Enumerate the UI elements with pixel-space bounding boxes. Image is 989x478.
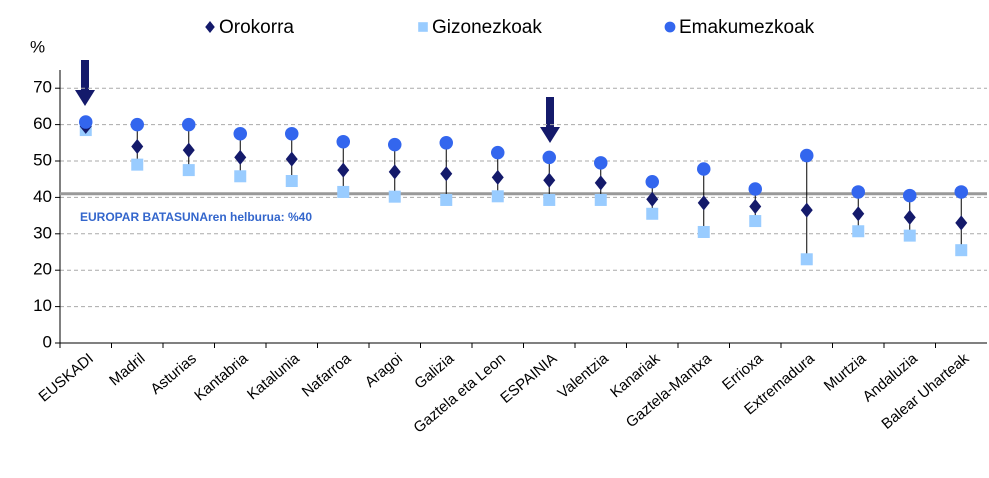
point — [543, 172, 556, 188]
x-tick-label: Valentzia — [555, 350, 613, 402]
point — [955, 215, 968, 231]
point — [337, 185, 350, 198]
point — [182, 142, 195, 158]
y-axis-label: % — [30, 37, 45, 56]
point — [954, 185, 968, 199]
point — [748, 182, 762, 196]
y-tick-label: 60 — [33, 114, 52, 133]
point — [440, 166, 453, 182]
point — [234, 170, 247, 183]
point — [130, 117, 144, 132]
y-tick-label: 0 — [43, 332, 52, 351]
y-tick-label: 40 — [33, 187, 52, 206]
point — [234, 149, 247, 165]
point — [233, 126, 247, 141]
point — [955, 244, 968, 257]
point — [285, 126, 299, 141]
legend-marker — [418, 22, 428, 32]
target-label: EUROPAR BATASUNAren helburua: %40 — [80, 210, 312, 224]
point — [749, 199, 762, 214]
point — [388, 164, 401, 180]
point — [285, 151, 298, 167]
point — [800, 202, 813, 218]
point — [697, 195, 710, 211]
point — [439, 136, 453, 150]
point — [594, 156, 608, 170]
point — [851, 185, 865, 199]
x-tick-label: Gaztela eta Leon — [410, 350, 508, 436]
legend-item: Orokorra — [205, 17, 294, 38]
point — [337, 162, 350, 178]
point — [491, 169, 504, 185]
y-tick-label: 20 — [33, 260, 52, 279]
point — [903, 229, 916, 242]
y-tick-label: 70 — [33, 78, 52, 97]
point — [131, 158, 144, 171]
point — [336, 134, 350, 149]
x-tick-label: Balear Uharteak — [878, 350, 972, 433]
legend-label: Emakumezkoak — [679, 17, 815, 38]
point — [800, 253, 813, 266]
y-tick-label: 30 — [33, 223, 52, 242]
legend-item: Gizonezkoak — [418, 17, 542, 38]
point — [491, 190, 504, 203]
point — [903, 209, 916, 225]
point — [646, 207, 659, 220]
point — [182, 117, 196, 132]
x-tick-label: Nafarroa — [299, 350, 355, 401]
x-tick-label: Murtzia — [821, 350, 870, 395]
point — [697, 225, 710, 238]
point — [182, 164, 195, 177]
arrows — [75, 60, 560, 143]
point — [852, 225, 865, 238]
x-tick-label: Katalunia — [244, 350, 303, 404]
y-tick-label: 10 — [33, 296, 52, 315]
point — [903, 188, 917, 203]
point — [594, 175, 607, 191]
point — [645, 174, 659, 189]
point — [852, 206, 865, 222]
point — [594, 193, 607, 206]
x-tick-label: Madril — [106, 350, 148, 389]
point — [79, 115, 93, 129]
point — [388, 190, 401, 203]
y-tick-label: 50 — [33, 150, 52, 169]
point — [646, 191, 659, 207]
x-tick-label: Errioxa — [719, 350, 767, 394]
point — [491, 145, 505, 160]
legend-marker — [664, 21, 676, 33]
x-tick-label: Kantabria — [191, 350, 252, 405]
legend-label: Gizonezkoak — [432, 17, 542, 38]
legend-label: Orokorra — [219, 17, 294, 38]
point — [388, 137, 402, 152]
point — [749, 215, 762, 228]
legend-marker — [205, 21, 215, 33]
x-tick-label: Galizia — [411, 350, 458, 393]
x-tick-label: EUSKADI — [35, 350, 96, 405]
point — [440, 193, 453, 206]
legend-item: Emakumezkoak — [664, 17, 815, 38]
point — [543, 193, 556, 206]
x-tick-label: Gaztela-Mantxa — [623, 350, 716, 432]
x-tick-label: ESPAINIA — [497, 350, 560, 407]
point — [800, 148, 814, 163]
point — [131, 138, 144, 154]
point — [697, 162, 711, 176]
x-tick-label: Aragoi — [362, 350, 406, 391]
point — [542, 150, 556, 165]
point — [285, 175, 298, 188]
